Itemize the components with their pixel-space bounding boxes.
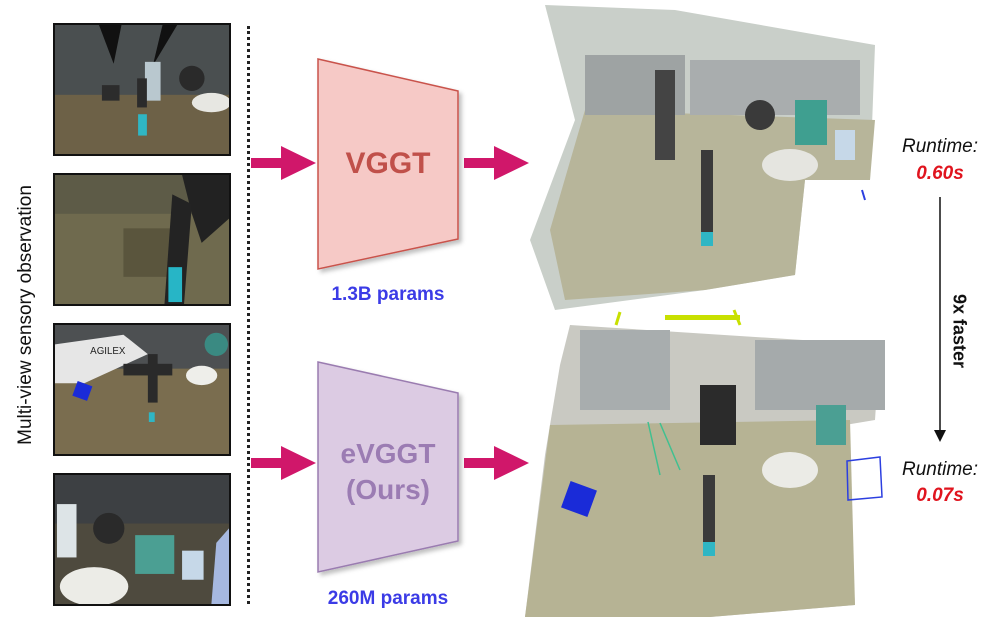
- vggt-model-shape: [317, 58, 459, 270]
- agilex-logo: AGILEX: [90, 346, 126, 357]
- evggt-runtime-label: Runtime:: [901, 459, 979, 480]
- speedup-arrow: [934, 197, 946, 442]
- evggt-reconstruction: [525, 309, 885, 617]
- evggt-runtime-value: 0.07s: [916, 485, 964, 506]
- vggt-params: 1.3B params: [331, 284, 445, 305]
- input-arrow-top: [251, 146, 316, 180]
- view-separator: [247, 26, 250, 604]
- camera-view-4: [53, 473, 231, 606]
- evggt-label: eVGGT: [340, 438, 436, 469]
- output-arrow-bottom: [464, 446, 529, 480]
- camera-view-3: AGILEX: [53, 323, 231, 456]
- input-arrow-bottom: [251, 446, 316, 480]
- vggt-label: VGGT: [345, 147, 431, 180]
- camera-view-2: [53, 173, 231, 306]
- evggt-model-shape: [317, 361, 459, 573]
- output-arrow-top: [464, 146, 529, 180]
- evggt-params: 260M params: [327, 588, 449, 609]
- speedup-label: 9x faster: [949, 293, 970, 369]
- vggt-reconstruction: [530, 5, 875, 310]
- vggt-runtime-label: Runtime:: [901, 136, 979, 157]
- vggt-runtime-value: 0.60s: [916, 163, 964, 184]
- evggt-ours-label: (Ours): [346, 474, 430, 505]
- camera-view-1: [53, 23, 231, 156]
